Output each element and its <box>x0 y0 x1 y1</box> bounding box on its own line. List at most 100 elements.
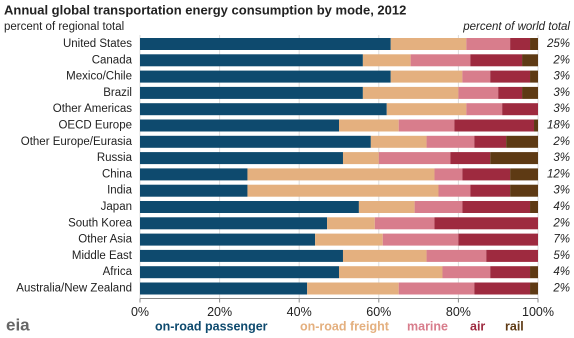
y-tick-label: Canada <box>92 54 133 66</box>
y-tick-label: Other Europe/Eurasia <box>21 136 133 148</box>
bar-segment <box>140 168 248 181</box>
bar-segment <box>140 217 328 230</box>
bar-segment <box>486 249 538 262</box>
bar-segment <box>140 201 359 213</box>
bar-segment <box>474 135 507 148</box>
bar-segment <box>140 249 343 262</box>
x-tick-label: 100% <box>522 305 554 319</box>
world-share-label: 5% <box>553 250 570 262</box>
bar-segment <box>358 201 415 213</box>
y-tick-label: Africa <box>103 266 133 278</box>
bar-segment <box>438 184 471 197</box>
bar-segment <box>140 184 248 197</box>
bar-segment <box>390 70 463 83</box>
bar-segment <box>327 217 375 230</box>
bar-segment <box>342 249 427 262</box>
x-tick-label: 60% <box>366 305 391 319</box>
bar-segment <box>506 135 538 148</box>
world-share-label: 4% <box>553 201 570 213</box>
bar-segment <box>140 119 339 132</box>
bar-segment <box>378 152 451 165</box>
bar-segment <box>470 184 511 197</box>
legend-label: on-road freight <box>300 319 390 333</box>
bar-segment <box>530 70 538 83</box>
bar-segment <box>498 86 523 99</box>
world-share-label: 18% <box>547 120 570 132</box>
world-share-label: 3% <box>553 87 570 99</box>
world-share-label: 2% <box>552 136 570 148</box>
y-tick-label: South Korea <box>68 217 133 229</box>
world-share-label: 2% <box>552 283 570 295</box>
bar-segment <box>530 266 538 279</box>
bar-segment <box>374 217 435 230</box>
logo: eia <box>6 315 30 334</box>
bar-segment <box>247 184 439 197</box>
bar-segment <box>140 282 308 295</box>
y-tick-label: OECD Europe <box>58 120 132 132</box>
bar-segment <box>362 54 411 67</box>
x-tick-label: 40% <box>287 305 312 319</box>
bar-segment <box>530 201 538 213</box>
y-tick-label: United States <box>63 38 132 50</box>
y-tick-label: Brazil <box>103 87 132 99</box>
bar-segment <box>454 119 535 132</box>
bar-segment <box>470 54 523 67</box>
bar-segment <box>307 282 399 295</box>
world-share-label: 25% <box>546 38 570 50</box>
world-share-label: 3% <box>553 185 570 197</box>
bar-segment <box>140 266 339 279</box>
bar-segment <box>434 217 538 230</box>
chart-subtitle: percent of regional total <box>4 21 124 33</box>
bar-segment <box>362 86 459 99</box>
bar-segment <box>522 86 538 99</box>
world-share-label: 3% <box>553 103 570 115</box>
world-share-label: 12% <box>547 168 570 180</box>
world-share-label: 3% <box>553 152 570 164</box>
bar-segment <box>462 168 511 181</box>
legend-label: on-road passenger <box>155 319 268 333</box>
legend-label: air <box>470 319 485 333</box>
bar-segment <box>530 282 538 295</box>
bar-segment <box>140 152 343 165</box>
bar-segment <box>398 282 475 295</box>
y-tick-label: Other Asia <box>78 234 132 246</box>
legend-label: marine <box>407 319 448 333</box>
bar-segment <box>339 119 399 132</box>
bar-segment <box>398 119 455 132</box>
bar-segment <box>140 103 387 116</box>
x-tick-label: 80% <box>446 305 471 319</box>
bar-segment <box>466 38 511 50</box>
y-tick-label: Australia/New Zealand <box>16 283 132 295</box>
bar-segment <box>530 38 538 50</box>
bar-segment <box>450 152 491 165</box>
y-tick-label: Japan <box>101 201 132 213</box>
bar-segment <box>466 103 503 116</box>
y-tick-label: China <box>102 168 133 180</box>
y-tick-label: Mexico/Chile <box>66 71 132 83</box>
world-share-label: 2% <box>552 54 570 66</box>
bar-segment <box>490 70 531 83</box>
bar-segment <box>140 86 363 99</box>
bar-segment <box>458 233 538 246</box>
world-share-title: percent of world total <box>462 21 570 33</box>
x-tick-label: 0% <box>131 305 149 319</box>
chart-title: Annual global transportation energy cons… <box>4 2 406 17</box>
bar-segment <box>510 168 538 181</box>
x-tick-label: 20% <box>207 305 232 319</box>
bar-segment <box>426 249 487 262</box>
bar-segment <box>342 152 379 165</box>
world-share-label: 3% <box>553 71 570 83</box>
bar-segment <box>522 54 538 67</box>
y-tick-label: Russia <box>97 152 133 164</box>
bar-segment <box>390 38 467 50</box>
bar-segment <box>462 70 491 83</box>
bar-segment <box>462 201 531 213</box>
bar-segment <box>386 103 467 116</box>
bar-segment <box>140 54 363 67</box>
world-share-label: 7% <box>553 234 570 246</box>
bar-segment <box>410 54 471 67</box>
y-tick-label: Middle East <box>72 250 133 262</box>
bar-segment <box>247 168 435 181</box>
